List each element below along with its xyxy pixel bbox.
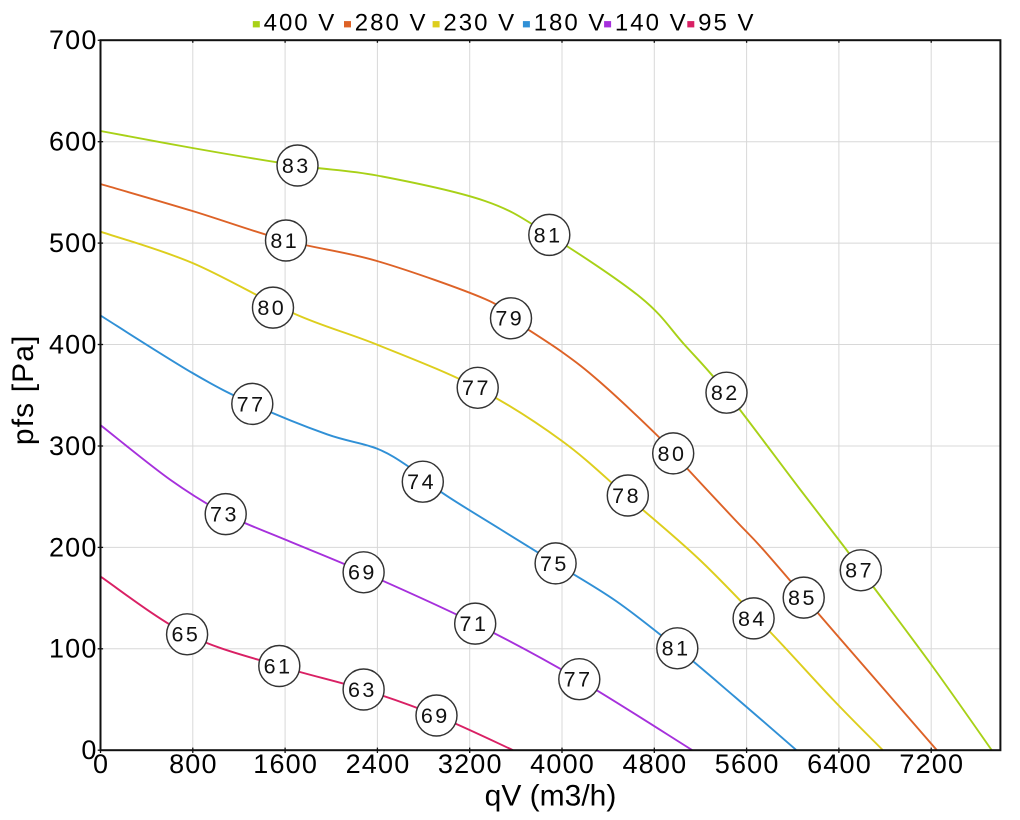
svg-text:5600: 5600 [715, 749, 780, 779]
svg-text:4000: 4000 [530, 749, 595, 779]
svg-text:61: 61 [264, 654, 293, 678]
svg-text:79: 79 [495, 307, 524, 331]
svg-text:77: 77 [237, 392, 266, 416]
svg-text:7200: 7200 [899, 749, 964, 779]
svg-text:400 V: 400 V [264, 9, 337, 36]
svg-text:230 V: 230 V [443, 9, 516, 36]
svg-text:81: 81 [662, 637, 691, 661]
svg-text:78: 78 [612, 484, 641, 508]
svg-text:pfs [Pa]: pfs [Pa] [7, 335, 40, 446]
svg-text:85: 85 [788, 586, 817, 610]
svg-text:0: 0 [81, 735, 97, 765]
svg-text:83: 83 [282, 154, 311, 178]
svg-text:95 V: 95 V [698, 9, 755, 36]
svg-text:65: 65 [171, 623, 200, 647]
svg-text:69: 69 [348, 561, 377, 585]
svg-text:63: 63 [348, 678, 377, 702]
svg-text:800: 800 [169, 749, 218, 779]
svg-text:300: 300 [49, 431, 98, 461]
svg-text:400: 400 [49, 329, 98, 359]
svg-text:qV (m3/h): qV (m3/h) [485, 780, 617, 813]
svg-text:80: 80 [658, 442, 687, 466]
svg-text:600: 600 [49, 127, 98, 157]
svg-text:180 V: 180 V [534, 9, 607, 36]
svg-text:77: 77 [564, 668, 593, 692]
svg-text:500: 500 [49, 228, 98, 258]
svg-text:100: 100 [49, 634, 98, 664]
svg-text:0: 0 [93, 749, 109, 779]
svg-text:74: 74 [407, 470, 436, 494]
svg-text:75: 75 [540, 552, 569, 576]
svg-text:1600: 1600 [253, 749, 318, 779]
svg-text:81: 81 [534, 223, 563, 247]
svg-text:73: 73 [210, 503, 239, 527]
svg-text:2400: 2400 [346, 749, 411, 779]
svg-text:84: 84 [738, 607, 767, 631]
svg-text:71: 71 [460, 612, 489, 636]
svg-text:3200: 3200 [438, 749, 503, 779]
svg-text:200: 200 [49, 532, 98, 562]
svg-text:69: 69 [421, 704, 450, 728]
svg-text:140 V: 140 V [615, 9, 688, 36]
svg-text:80: 80 [257, 296, 286, 320]
svg-text:6400: 6400 [807, 749, 872, 779]
svg-text:280 V: 280 V [355, 9, 428, 36]
svg-text:700: 700 [49, 25, 98, 55]
svg-text:82: 82 [711, 381, 740, 405]
svg-text:87: 87 [845, 559, 874, 583]
svg-text:77: 77 [462, 376, 491, 400]
svg-text:4800: 4800 [622, 749, 687, 779]
svg-text:81: 81 [270, 229, 299, 253]
